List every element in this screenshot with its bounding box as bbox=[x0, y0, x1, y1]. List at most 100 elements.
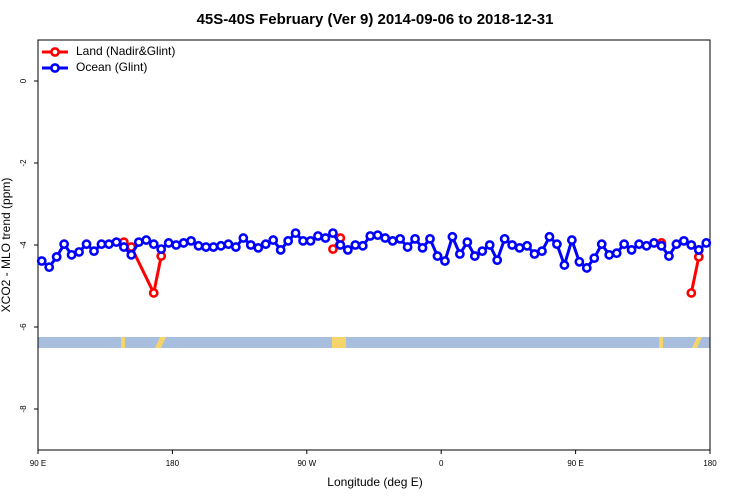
chart-title: 45S-40S February (Ver 9) 2014-09-06 to 2… bbox=[197, 11, 554, 28]
data-point bbox=[522, 240, 532, 251]
x-tick-label: 180 bbox=[166, 459, 180, 468]
data-point bbox=[238, 233, 249, 243]
data-point bbox=[81, 239, 92, 250]
data-point bbox=[671, 239, 682, 250]
data-point bbox=[619, 239, 630, 250]
data-point bbox=[260, 239, 271, 250]
data-point bbox=[432, 251, 443, 261]
data-point bbox=[425, 233, 435, 244]
data-point bbox=[74, 247, 84, 257]
data-point bbox=[686, 288, 697, 298]
data-point bbox=[156, 244, 167, 254]
data-point bbox=[268, 235, 279, 245]
data-point bbox=[305, 235, 316, 246]
x-tick-label: 0 bbox=[439, 459, 444, 468]
data-point bbox=[574, 256, 585, 267]
data-point bbox=[290, 228, 301, 239]
data-point bbox=[148, 288, 159, 298]
data-point bbox=[365, 231, 376, 241]
data-point bbox=[51, 251, 62, 262]
data-point bbox=[66, 249, 77, 260]
data-point bbox=[111, 237, 122, 248]
data-point bbox=[462, 237, 473, 248]
y-axis-label: XCO2 - MLO trend (ppm) bbox=[0, 178, 13, 313]
data-point bbox=[387, 235, 398, 246]
data-point bbox=[208, 242, 219, 252]
data-point bbox=[328, 228, 338, 239]
data-point bbox=[313, 231, 323, 241]
data-point bbox=[678, 235, 689, 246]
data-point bbox=[537, 246, 547, 257]
x-tick-label: 90 E bbox=[30, 459, 46, 468]
data-point bbox=[320, 233, 331, 243]
data-point bbox=[559, 260, 570, 270]
data-point bbox=[410, 233, 420, 244]
data-point bbox=[641, 240, 652, 251]
data-point bbox=[253, 242, 264, 253]
data-point bbox=[186, 235, 196, 246]
data-point bbox=[126, 249, 137, 260]
data-point bbox=[133, 237, 144, 248]
data-point bbox=[447, 231, 458, 242]
data-point bbox=[664, 251, 674, 261]
data-point bbox=[201, 242, 211, 252]
x-tick-label: 90 W bbox=[297, 459, 316, 468]
data-point bbox=[649, 238, 659, 248]
data-point bbox=[634, 239, 644, 250]
data-point bbox=[275, 245, 286, 255]
data-point bbox=[245, 240, 256, 250]
data-point bbox=[328, 244, 338, 254]
data-point bbox=[604, 249, 615, 260]
data-point bbox=[484, 240, 495, 250]
data-point bbox=[141, 235, 152, 245]
data-point bbox=[171, 240, 182, 250]
data-point bbox=[372, 230, 383, 241]
data-point bbox=[469, 251, 480, 261]
data-point bbox=[596, 239, 607, 250]
y-tick-label: -8 bbox=[19, 405, 28, 413]
y-tick-label: 0 bbox=[19, 78, 28, 83]
data-point bbox=[626, 245, 637, 255]
legend-label: Land (Nadir&Glint) bbox=[76, 44, 175, 58]
data-point bbox=[380, 233, 391, 243]
data-point bbox=[335, 240, 346, 250]
surface-band bbox=[38, 337, 710, 348]
data-point bbox=[552, 239, 562, 250]
y-tick-label: -2 bbox=[19, 159, 28, 167]
legend-marker bbox=[50, 47, 60, 57]
x-tick-label: 180 bbox=[703, 459, 717, 468]
data-point bbox=[118, 242, 129, 252]
data-point bbox=[96, 239, 107, 250]
data-point bbox=[611, 248, 622, 259]
y-tick-label: -4 bbox=[19, 241, 28, 249]
x-tick-label: 90 E bbox=[567, 459, 583, 468]
y-tick-label: -6 bbox=[19, 323, 28, 331]
data-point bbox=[59, 239, 70, 250]
data-point bbox=[350, 240, 361, 250]
data-point bbox=[440, 256, 450, 266]
data-point bbox=[178, 238, 189, 248]
data-point bbox=[701, 238, 712, 248]
data-point bbox=[514, 242, 525, 253]
data-point bbox=[89, 246, 99, 257]
data-point bbox=[686, 240, 697, 250]
data-point bbox=[223, 239, 234, 250]
data-point bbox=[507, 240, 518, 250]
data-point bbox=[44, 262, 55, 273]
data-point bbox=[342, 245, 353, 255]
data-point bbox=[148, 239, 159, 250]
data-point bbox=[357, 240, 368, 251]
data-point bbox=[499, 233, 510, 244]
data-point bbox=[230, 242, 241, 252]
data-point bbox=[693, 245, 704, 255]
data-point bbox=[283, 235, 294, 246]
data-point bbox=[395, 233, 406, 244]
data-point bbox=[402, 242, 413, 252]
data-point bbox=[454, 249, 465, 259]
x-axis-label: Longitude (deg E) bbox=[327, 475, 422, 489]
data-point bbox=[492, 255, 503, 266]
data-point bbox=[589, 253, 600, 264]
data-point bbox=[216, 240, 226, 251]
data-point bbox=[36, 256, 47, 266]
